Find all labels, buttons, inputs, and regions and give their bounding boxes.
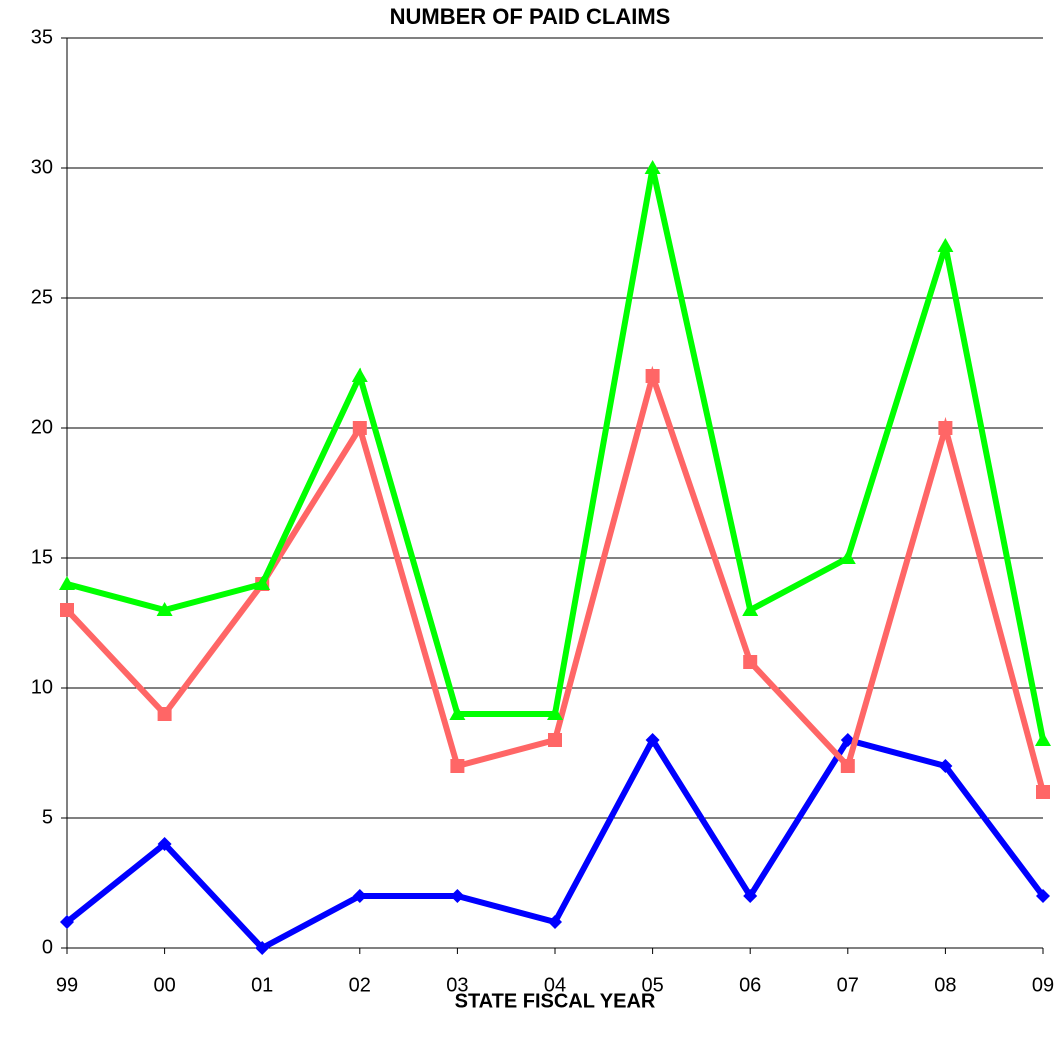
x-tick-label: 06: [739, 974, 761, 996]
marker: [254, 576, 271, 590]
marker: [60, 915, 74, 929]
marker: [840, 759, 855, 773]
y-tick-label: 35: [31, 26, 53, 48]
y-tick-label: 5: [42, 806, 53, 828]
chart-title: NUMBER OF PAID CLAIMS: [390, 4, 671, 29]
marker: [644, 160, 661, 174]
x-tick-label: 05: [641, 974, 663, 996]
x-tick-label: 03: [446, 974, 468, 996]
marker: [157, 707, 172, 721]
marker: [645, 369, 660, 383]
marker: [548, 915, 562, 929]
marker: [60, 603, 74, 617]
marker: [450, 889, 465, 903]
marker: [547, 706, 563, 720]
marker: [156, 602, 173, 616]
marker: [743, 889, 758, 903]
marker: [839, 550, 856, 564]
marker: [548, 733, 562, 747]
marker: [1035, 732, 1051, 746]
y-tick-label: 25: [31, 286, 53, 308]
marker: [255, 941, 270, 955]
x-tick-label: 04: [544, 974, 566, 996]
marker: [352, 889, 367, 903]
marker: [449, 706, 466, 720]
y-tick-label: 20: [31, 416, 53, 438]
x-tick-label: 02: [349, 974, 371, 996]
marker: [157, 837, 172, 851]
y-tick-label: 0: [42, 936, 53, 958]
marker: [59, 576, 75, 590]
y-tick-label: 10: [31, 676, 53, 698]
x-tick-label: 07: [837, 974, 859, 996]
x-tick-label: 01: [251, 974, 273, 996]
series-line: [64, 365, 1046, 793]
marker: [1036, 889, 1050, 903]
marker: [743, 655, 758, 669]
marker: [1036, 785, 1050, 799]
marker: [938, 421, 953, 435]
x-tick-label: 99: [56, 974, 78, 996]
y-tick-label: 15: [31, 546, 53, 568]
marker: [938, 759, 953, 773]
marker: [450, 759, 465, 773]
marker: [937, 238, 954, 252]
x-tick-label: 09: [1032, 974, 1054, 996]
y-tick-label: 30: [31, 156, 53, 178]
x-axis-title: STATE FISCAL YEAR: [455, 990, 656, 1012]
marker: [742, 602, 759, 616]
series-line: [66, 167, 1046, 741]
marker: [351, 368, 368, 382]
x-tick-label: 08: [934, 974, 956, 996]
marker: [645, 733, 660, 747]
x-tick-label: 00: [153, 974, 175, 996]
marker: [352, 421, 367, 435]
